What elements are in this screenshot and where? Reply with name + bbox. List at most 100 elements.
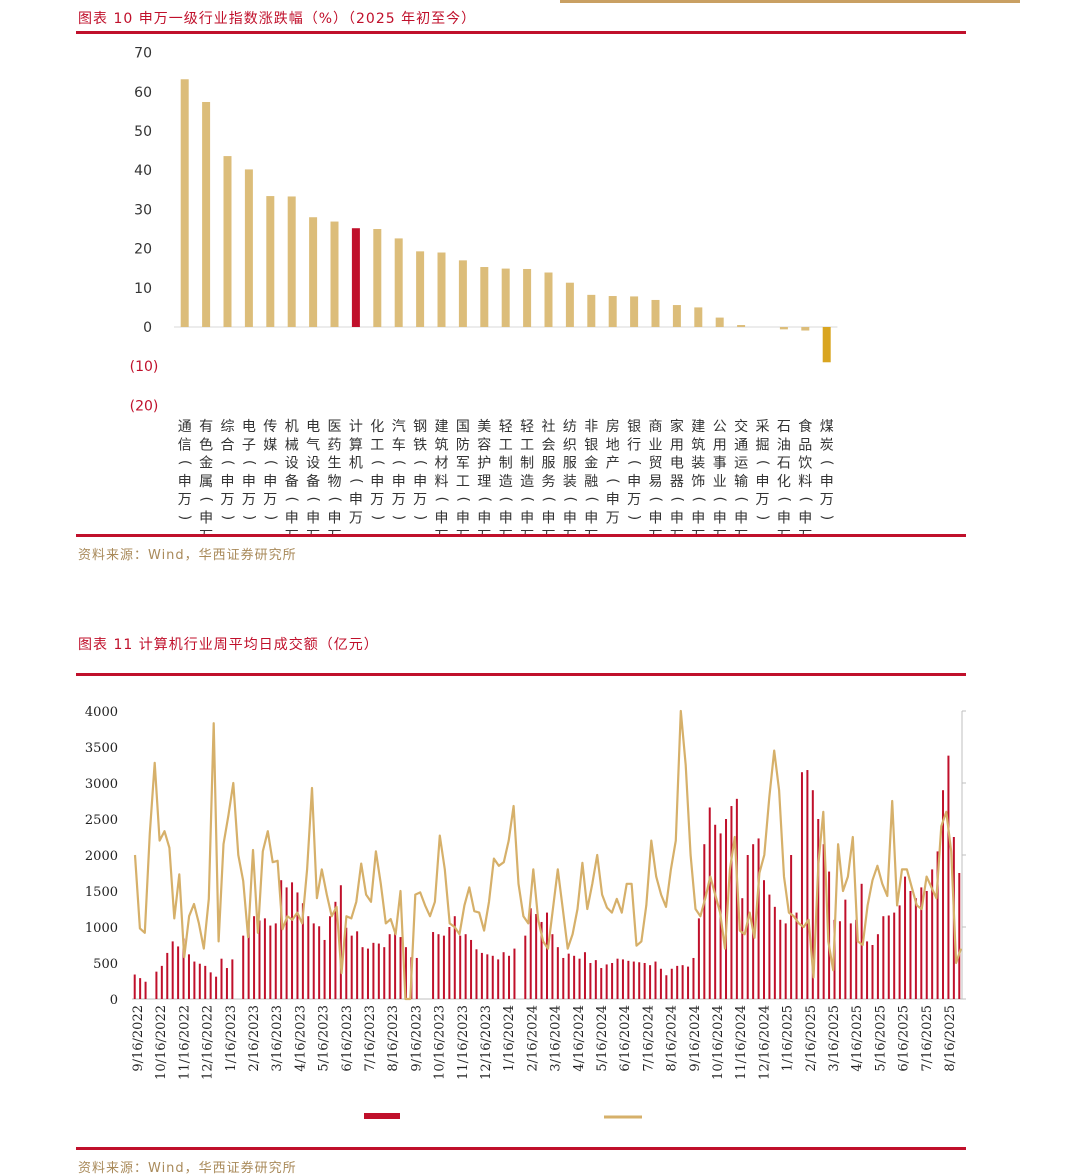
bar xyxy=(180,79,189,327)
svg-text:掘: 掘 xyxy=(756,437,770,453)
turnover-bar xyxy=(942,790,945,999)
svg-text:申: 申 xyxy=(499,511,513,527)
svg-text:申: 申 xyxy=(756,474,770,490)
turnover-bar xyxy=(567,953,570,999)
figure-10-bottom-rule xyxy=(76,534,966,537)
bar xyxy=(223,156,232,327)
svg-text:): ) xyxy=(369,515,385,520)
svg-text:行: 行 xyxy=(627,437,641,453)
svg-text:化: 化 xyxy=(777,474,791,490)
svg-text:(: ( xyxy=(348,478,364,483)
x-tick-label: 10/16/2024 xyxy=(711,1005,726,1080)
turnover-bar xyxy=(779,919,782,999)
svg-text:(: ( xyxy=(797,496,813,501)
turnover-bar xyxy=(329,916,332,999)
bar xyxy=(287,196,296,327)
y-tick-label: 40 xyxy=(134,163,152,179)
y-tick-label: 2500 xyxy=(85,813,118,828)
svg-text:设: 设 xyxy=(306,456,320,472)
bar xyxy=(672,305,681,327)
x-tick-label: 9/16/2022 xyxy=(131,1005,146,1072)
turnover-bar xyxy=(757,838,760,999)
turnover-bar xyxy=(301,903,304,999)
category-label: 化工 (申万) xyxy=(369,419,385,520)
svg-text:银: 银 xyxy=(627,419,641,435)
y-tick-label: 4000 xyxy=(85,705,118,720)
turnover-bar xyxy=(806,770,809,999)
svg-text:贸: 贸 xyxy=(649,456,663,472)
svg-text:申: 申 xyxy=(306,511,320,527)
svg-text:申: 申 xyxy=(777,511,791,527)
figure-11-source: 资料来源：Wind，华西证券研究所 xyxy=(78,1161,297,1176)
svg-text:铁: 铁 xyxy=(413,437,427,453)
y-tick-label: 0 xyxy=(110,993,118,1008)
svg-text:万: 万 xyxy=(178,492,192,508)
turnover-bar xyxy=(860,883,863,999)
turnover-bar xyxy=(746,855,749,999)
category-label: 汽车 (申万) xyxy=(391,419,407,520)
turnover-bar xyxy=(811,790,814,999)
turnover-bar xyxy=(394,931,397,999)
turnover-bar xyxy=(649,965,652,999)
svg-text:): ) xyxy=(391,515,407,520)
bar xyxy=(523,268,532,327)
bar xyxy=(608,296,617,327)
turnover-bar xyxy=(882,916,885,999)
turnover-bar xyxy=(898,905,901,999)
svg-text:万: 万 xyxy=(606,511,620,527)
svg-text:筑: 筑 xyxy=(435,437,449,453)
turnover-bar xyxy=(177,946,180,999)
svg-text:(: ( xyxy=(669,496,685,501)
svg-text:): ) xyxy=(819,515,835,520)
turnover-bar xyxy=(160,965,163,999)
turnover-bar xyxy=(215,976,218,999)
bar xyxy=(309,217,318,327)
category-label: 综合 (申万) xyxy=(220,419,236,520)
svg-text:房: 房 xyxy=(606,419,620,435)
turnover-bar xyxy=(513,948,516,999)
svg-text:(: ( xyxy=(284,496,300,501)
svg-text:万: 万 xyxy=(306,529,320,535)
turnover-bar xyxy=(556,947,559,999)
svg-text:饮: 饮 xyxy=(798,456,812,472)
svg-text:车: 车 xyxy=(392,436,406,453)
turnover-bar xyxy=(920,887,923,999)
figure-10-source: 资料来源：Wind，华西证券研究所 xyxy=(78,548,297,563)
svg-text:(: ( xyxy=(755,460,771,465)
turnover-bar xyxy=(583,952,586,999)
svg-text:万: 万 xyxy=(584,529,598,535)
turnover-bar xyxy=(741,898,744,999)
x-tick-label: 8/16/2024 xyxy=(665,1005,680,1072)
svg-text:(: ( xyxy=(369,460,385,465)
turnover-bar xyxy=(730,806,733,999)
turnover-bar xyxy=(616,958,619,999)
bar xyxy=(544,272,553,327)
bar xyxy=(715,317,724,327)
x-tick-label: 10/16/2022 xyxy=(154,1005,169,1080)
y-tick-label: 30 xyxy=(134,202,152,218)
svg-text:通: 通 xyxy=(178,419,192,435)
svg-text:传: 传 xyxy=(263,419,277,435)
x-tick-label: 2/16/2023 xyxy=(247,1005,262,1072)
x-tick-label: 5/16/2025 xyxy=(873,1005,888,1072)
svg-text:申: 申 xyxy=(242,474,256,490)
y-tick-label: 1000 xyxy=(85,921,118,936)
svg-text:电: 电 xyxy=(242,419,256,435)
figure-10-top-rule xyxy=(76,31,966,34)
turnover-bar xyxy=(220,958,223,999)
svg-text:万: 万 xyxy=(370,492,384,508)
svg-text:色: 色 xyxy=(199,436,213,453)
svg-text:综: 综 xyxy=(221,419,235,435)
y-tick-label: 1500 xyxy=(85,885,118,900)
turnover-bar xyxy=(334,901,337,999)
svg-text:器: 器 xyxy=(670,474,684,490)
turnover-bar xyxy=(573,955,576,999)
svg-text:有: 有 xyxy=(199,419,213,435)
turnover-bar xyxy=(345,927,348,999)
turnover-bar xyxy=(600,968,603,999)
svg-text:算: 算 xyxy=(349,437,363,453)
bar xyxy=(244,169,253,327)
